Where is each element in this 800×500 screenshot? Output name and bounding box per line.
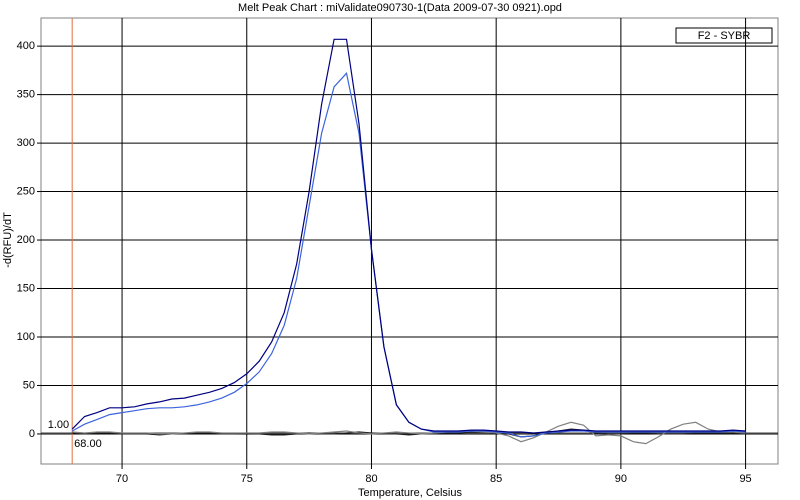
legend-box (675, 27, 773, 44)
y-tick-label: 400 (17, 40, 35, 52)
y-tick-label: 0 (29, 428, 35, 440)
y-tick-label: 100 (17, 331, 35, 343)
x-axis-label: Temperature, Celsius (358, 487, 462, 499)
series-line (71, 38, 746, 434)
x-tick-label: 95 (739, 473, 751, 485)
cursor-y-label: 1.00 (48, 419, 69, 431)
series-line (71, 72, 746, 438)
legend-label: F2 - SYBR (698, 30, 751, 42)
x-tick-label: 85 (490, 473, 502, 485)
y-axis-label: -d(RFU)/dT (2, 212, 14, 268)
chart-title: Melt Peak Chart : miValidate090730-1(Dat… (238, 2, 562, 14)
plot-frame (40, 17, 779, 465)
x-tick-label: 90 (615, 473, 627, 485)
y-tick-label: 300 (17, 137, 35, 149)
series-line (72, 428, 746, 438)
y-tick-label: 250 (17, 185, 35, 197)
series-line (72, 421, 746, 445)
x-tick-label: 70 (116, 473, 128, 485)
y-tick-label: 350 (17, 89, 35, 101)
y-tick-label: 150 (17, 282, 35, 294)
x-tick-label: 80 (365, 473, 377, 485)
x-tick-label: 75 (241, 473, 253, 485)
y-tick-label: 50 (23, 379, 35, 391)
y-tick-label: 200 (17, 234, 35, 246)
cursor-x-label: 68.00 (74, 438, 102, 450)
